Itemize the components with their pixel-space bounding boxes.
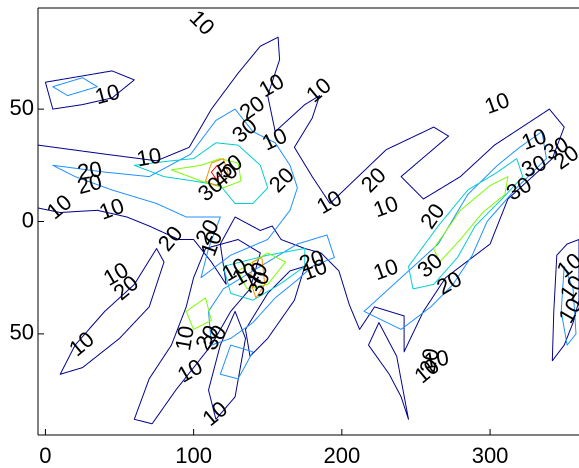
- contour-line-level-10: [52, 77, 98, 97]
- contour-label: 20: [415, 199, 450, 233]
- x-tick-label: 300: [472, 443, 509, 468]
- y-ticks: 50 0 50: [10, 95, 44, 345]
- contour-line-level-20: [133, 142, 269, 204]
- x-tick-label: 200: [323, 443, 360, 468]
- contour-label: 10: [96, 193, 128, 225]
- contour-label: 10: [173, 354, 207, 388]
- contour-label: 20: [356, 162, 391, 197]
- contour-label: 10: [370, 253, 402, 285]
- contour-label: 10: [135, 143, 163, 172]
- contour-label: 10: [170, 324, 199, 352]
- contour-label: 10: [197, 396, 232, 431]
- contour-line-level-30: [433, 176, 509, 263]
- contour-label: 10: [481, 87, 513, 119]
- x-tick-label: 100: [175, 443, 212, 468]
- contour-label: 20: [415, 346, 444, 374]
- contour-line-level-0: [208, 310, 246, 420]
- contour-line-level-10: [219, 344, 254, 380]
- contour-label: 10: [258, 123, 291, 156]
- y-tick-label: 50: [10, 95, 34, 120]
- contour-line-level-10: [208, 234, 335, 346]
- contour-line-level-40: [205, 158, 230, 186]
- contour-line-level-0: [551, 239, 579, 362]
- contour-label: 10: [301, 72, 336, 107]
- contour-line-level-0: [38, 36, 565, 353]
- contour-label: 10: [185, 5, 220, 40]
- contour-line-level-0: [59, 248, 165, 375]
- contour-line-level-0: [133, 239, 261, 425]
- contour-label: 10: [92, 79, 122, 109]
- contour-lines: [38, 36, 579, 425]
- contour-label: 20: [75, 156, 103, 185]
- x-ticks: 0 100 200 300: [39, 429, 508, 468]
- contour-line-level-30: [237, 252, 286, 290]
- contour-line-level-30: [170, 158, 242, 189]
- y-tick-label: 50: [10, 320, 34, 345]
- contour-line-level-50: [210, 164, 223, 180]
- contour-label: 10: [42, 189, 77, 224]
- contour-line-level-20: [408, 158, 524, 290]
- contour-label: 10: [255, 68, 289, 102]
- contour-label: 20: [264, 162, 299, 197]
- contour-line-level-0: [368, 322, 409, 420]
- contour-line-level-10: [560, 265, 577, 346]
- y-tick-label: 0: [22, 207, 34, 232]
- axes: [37, 7, 579, 436]
- contour-line-level-20: [222, 248, 306, 301]
- contour-line-level-30: [185, 297, 212, 330]
- contour-label: 10: [312, 185, 346, 219]
- contour-line-level-10: [52, 108, 298, 279]
- contour-line-level-40: [249, 257, 266, 299]
- contour-label: 10: [422, 345, 450, 374]
- contour-line-level-0: [44, 70, 135, 110]
- x-tick-label: 0: [39, 443, 51, 468]
